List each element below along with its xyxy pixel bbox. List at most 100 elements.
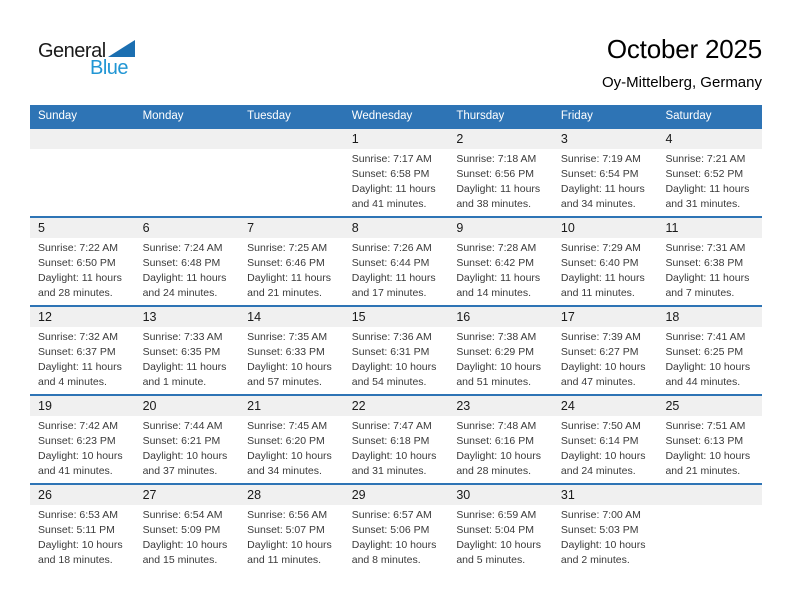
sunrise-text: Sunrise: 7:48 AM xyxy=(456,420,537,432)
logo-word-general: General xyxy=(38,40,106,62)
sunset-text: Sunset: 6:33 PM xyxy=(247,346,325,358)
weekday-header-row: Sunday Monday Tuesday Wednesday Thursday Frid… xyxy=(30,105,762,127)
day-details: Sunrise: 7:38 AM Sunset: 6:29 PM Daylight:… xyxy=(448,327,553,390)
day-number: 12 xyxy=(30,307,135,327)
day-details: Sunrise: 7:39 AM Sunset: 6:27 PM Daylight:… xyxy=(553,327,658,390)
sunrise-text: Sunrise: 7:29 AM xyxy=(560,242,641,254)
daylight-text: Daylight: 10 hours and 5 minutes. xyxy=(456,539,541,566)
daylight-text: Daylight: 11 hours and 21 minutes. xyxy=(247,272,332,299)
day-details: Sunrise: 7:24 AM Sunset: 6:48 PM Daylight:… xyxy=(135,238,240,301)
sunset-text: Sunset: 5:04 PM xyxy=(456,524,534,536)
sunset-text: Sunset: 6:35 PM xyxy=(142,346,221,358)
daylight-text: Daylight: 10 hours and 2 minutes. xyxy=(560,539,646,566)
sunrise-text: Sunrise: 6:54 AM xyxy=(142,509,223,521)
sunrise-text: Sunrise: 7:36 AM xyxy=(351,331,432,343)
day-number: 19 xyxy=(30,396,135,416)
sunset-text: Sunset: 5:06 PM xyxy=(351,524,430,536)
sunrise-text: Sunrise: 7:51 AM xyxy=(665,420,746,432)
day-cell-19: 19 Sunrise: 7:42 AM Sunset: 6:23 PM Dayligh… xyxy=(30,396,135,483)
sunrise-text: Sunrise: 7:35 AM xyxy=(247,331,328,343)
day-details: Sunrise: 7:42 AM Sunset: 6:23 PM Daylight:… xyxy=(30,416,135,479)
sunrise-text: Sunrise: 7:33 AM xyxy=(142,331,223,343)
day-number: 29 xyxy=(343,485,449,505)
day-details: Sunrise: 7:44 AM Sunset: 6:21 PM Daylight:… xyxy=(135,416,240,479)
day-details: Sunrise: 7:51 AM Sunset: 6:13 PM Daylight:… xyxy=(657,416,762,479)
sunset-text: Sunset: 6:48 PM xyxy=(142,257,221,269)
day-cell-empty xyxy=(239,129,344,216)
daylight-text: Daylight: 10 hours and 54 minutes. xyxy=(351,361,437,388)
weekday-header-thursday: Thursday xyxy=(456,110,505,122)
day-cell-6: 6 Sunrise: 7:24 AM Sunset: 6:48 PM Daylight… xyxy=(134,218,240,305)
day-details: Sunrise: 6:59 AM Sunset: 5:04 PM Daylight:… xyxy=(448,505,553,568)
sunset-text: Sunset: 6:54 PM xyxy=(560,168,639,180)
day-cell-29: 29 Sunrise: 6:57 AM Sunset: 5:06 PM Dayligh… xyxy=(343,485,449,572)
day-cell-23: 23 Sunrise: 7:48 AM Sunset: 6:16 PM Dayligh… xyxy=(448,396,553,483)
weekday-header-sunday: Sunday xyxy=(38,110,78,122)
daylight-text: Daylight: 10 hours and 57 minutes. xyxy=(247,361,332,388)
day-cell-12: 12 Sunrise: 7:32 AM Sunset: 6:37 PM Dayligh… xyxy=(30,307,135,394)
day-details: Sunrise: 7:50 AM Sunset: 6:14 PM Daylight:… xyxy=(553,416,658,479)
daylight-text: Daylight: 10 hours and 47 minutes. xyxy=(560,361,646,388)
title-block: October 2025 Oy-Mittelberg, Germany xyxy=(602,34,762,91)
daylight-text: Daylight: 10 hours and 11 minutes. xyxy=(247,539,332,566)
day-details: Sunrise: 7:33 AM Sunset: 6:35 PM Daylight:… xyxy=(135,327,240,390)
sunrise-text: Sunrise: 7:47 AM xyxy=(351,420,432,432)
day-cell-30: 30 Sunrise: 6:59 AM Sunset: 5:04 PM Dayligh… xyxy=(448,485,553,572)
daylight-text: Daylight: 11 hours and 31 minutes. xyxy=(665,183,750,210)
daylight-text: Daylight: 11 hours and 34 minutes. xyxy=(560,183,645,210)
sunset-text: Sunset: 6:13 PM xyxy=(665,435,744,447)
sunrise-text: Sunrise: 7:26 AM xyxy=(351,242,432,254)
daylight-text: Daylight: 10 hours and 24 minutes. xyxy=(560,450,646,477)
sunrise-text: Sunrise: 7:22 AM xyxy=(38,242,118,254)
weeks-container: 1 Sunrise: 7:17 AM Sunset: 6:58 PM Daylight… xyxy=(30,127,763,572)
daylight-text: Daylight: 10 hours and 41 minutes. xyxy=(38,450,123,477)
day-number xyxy=(657,485,763,505)
daylight-text: Daylight: 10 hours and 15 minutes. xyxy=(142,539,228,566)
daylight-text: Daylight: 10 hours and 21 minutes. xyxy=(665,450,751,477)
day-details: Sunrise: 7:31 AM Sunset: 6:38 PM Daylight:… xyxy=(657,238,762,301)
day-cell-empty xyxy=(657,485,763,572)
day-number: 23 xyxy=(448,396,553,416)
page-title: October 2025 xyxy=(606,34,762,64)
sunrise-text: Sunrise: 7:17 AM xyxy=(351,153,432,165)
day-cell-24: 24 Sunrise: 7:50 AM Sunset: 6:14 PM Dayligh… xyxy=(552,396,658,483)
day-number: 15 xyxy=(343,307,449,327)
day-number: 22 xyxy=(343,396,449,416)
sunset-text: Sunset: 6:27 PM xyxy=(560,346,639,358)
sunrise-text: Sunrise: 7:31 AM xyxy=(665,242,746,254)
weekday-header-friday: Friday xyxy=(560,110,593,122)
sunrise-text: Sunrise: 7:19 AM xyxy=(560,153,641,165)
day-number: 5 xyxy=(30,218,135,238)
week-row-5: 26 Sunrise: 6:53 AM Sunset: 5:11 PM Dayligh… xyxy=(30,483,763,572)
sunrise-text: Sunrise: 6:53 AM xyxy=(38,509,118,521)
day-details: Sunrise: 7:41 AM Sunset: 6:25 PM Daylight:… xyxy=(657,327,762,390)
general-blue-logo: General Blue xyxy=(38,40,135,78)
week-row-3: 12 Sunrise: 7:32 AM Sunset: 6:37 PM Dayligh… xyxy=(30,305,763,394)
day-details: Sunrise: 7:25 AM Sunset: 6:46 PM Daylight:… xyxy=(239,238,344,301)
sunrise-text: Sunrise: 7:18 AM xyxy=(456,153,537,165)
sunrise-text: Sunrise: 7:25 AM xyxy=(247,242,328,254)
week-row-2: 5 Sunrise: 7:22 AM Sunset: 6:50 PM Daylight… xyxy=(30,216,763,305)
day-details: Sunrise: 7:28 AM Sunset: 6:42 PM Daylight:… xyxy=(448,238,553,301)
sunset-text: Sunset: 6:23 PM xyxy=(38,435,116,447)
daylight-text: Daylight: 10 hours and 8 minutes. xyxy=(351,539,437,566)
daylight-text: Daylight: 10 hours and 51 minutes. xyxy=(456,361,541,388)
day-number: 25 xyxy=(657,396,763,416)
sunrise-text: Sunrise: 7:24 AM xyxy=(142,242,223,254)
sunset-text: Sunset: 6:40 PM xyxy=(560,257,639,269)
daylight-text: Daylight: 10 hours and 31 minutes. xyxy=(351,450,437,477)
day-cell-1: 1 Sunrise: 7:17 AM Sunset: 6:58 PM Daylight… xyxy=(343,129,449,216)
daylight-text: Daylight: 10 hours and 18 minutes. xyxy=(38,539,123,566)
day-cell-25: 25 Sunrise: 7:51 AM Sunset: 6:13 PM Dayligh… xyxy=(657,396,763,483)
day-number xyxy=(134,129,240,149)
day-number: 27 xyxy=(134,485,240,505)
sunrise-text: Sunrise: 7:21 AM xyxy=(665,153,746,165)
day-details: Sunrise: 7:22 AM Sunset: 6:50 PM Daylight:… xyxy=(30,238,135,301)
day-number: 26 xyxy=(30,485,135,505)
day-cell-17: 17 Sunrise: 7:39 AM Sunset: 6:27 PM Dayligh… xyxy=(552,307,658,394)
daylight-text: Daylight: 11 hours and 11 minutes. xyxy=(560,272,645,299)
sunrise-text: Sunrise: 7:28 AM xyxy=(456,242,537,254)
day-number: 30 xyxy=(448,485,553,505)
day-cell-9: 9 Sunrise: 7:28 AM Sunset: 6:42 PM Daylight… xyxy=(448,218,553,305)
